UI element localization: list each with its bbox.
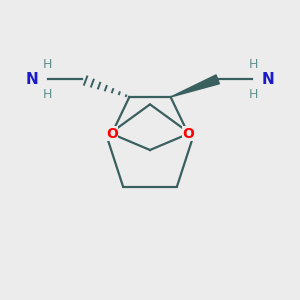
Polygon shape — [171, 75, 219, 97]
Text: H: H — [248, 58, 258, 70]
Text: H: H — [42, 58, 52, 70]
Text: O: O — [182, 127, 194, 141]
Text: H: H — [248, 88, 258, 101]
Text: O: O — [106, 127, 118, 141]
Text: N: N — [261, 72, 274, 87]
Text: N: N — [26, 72, 39, 87]
Text: H: H — [42, 88, 52, 101]
